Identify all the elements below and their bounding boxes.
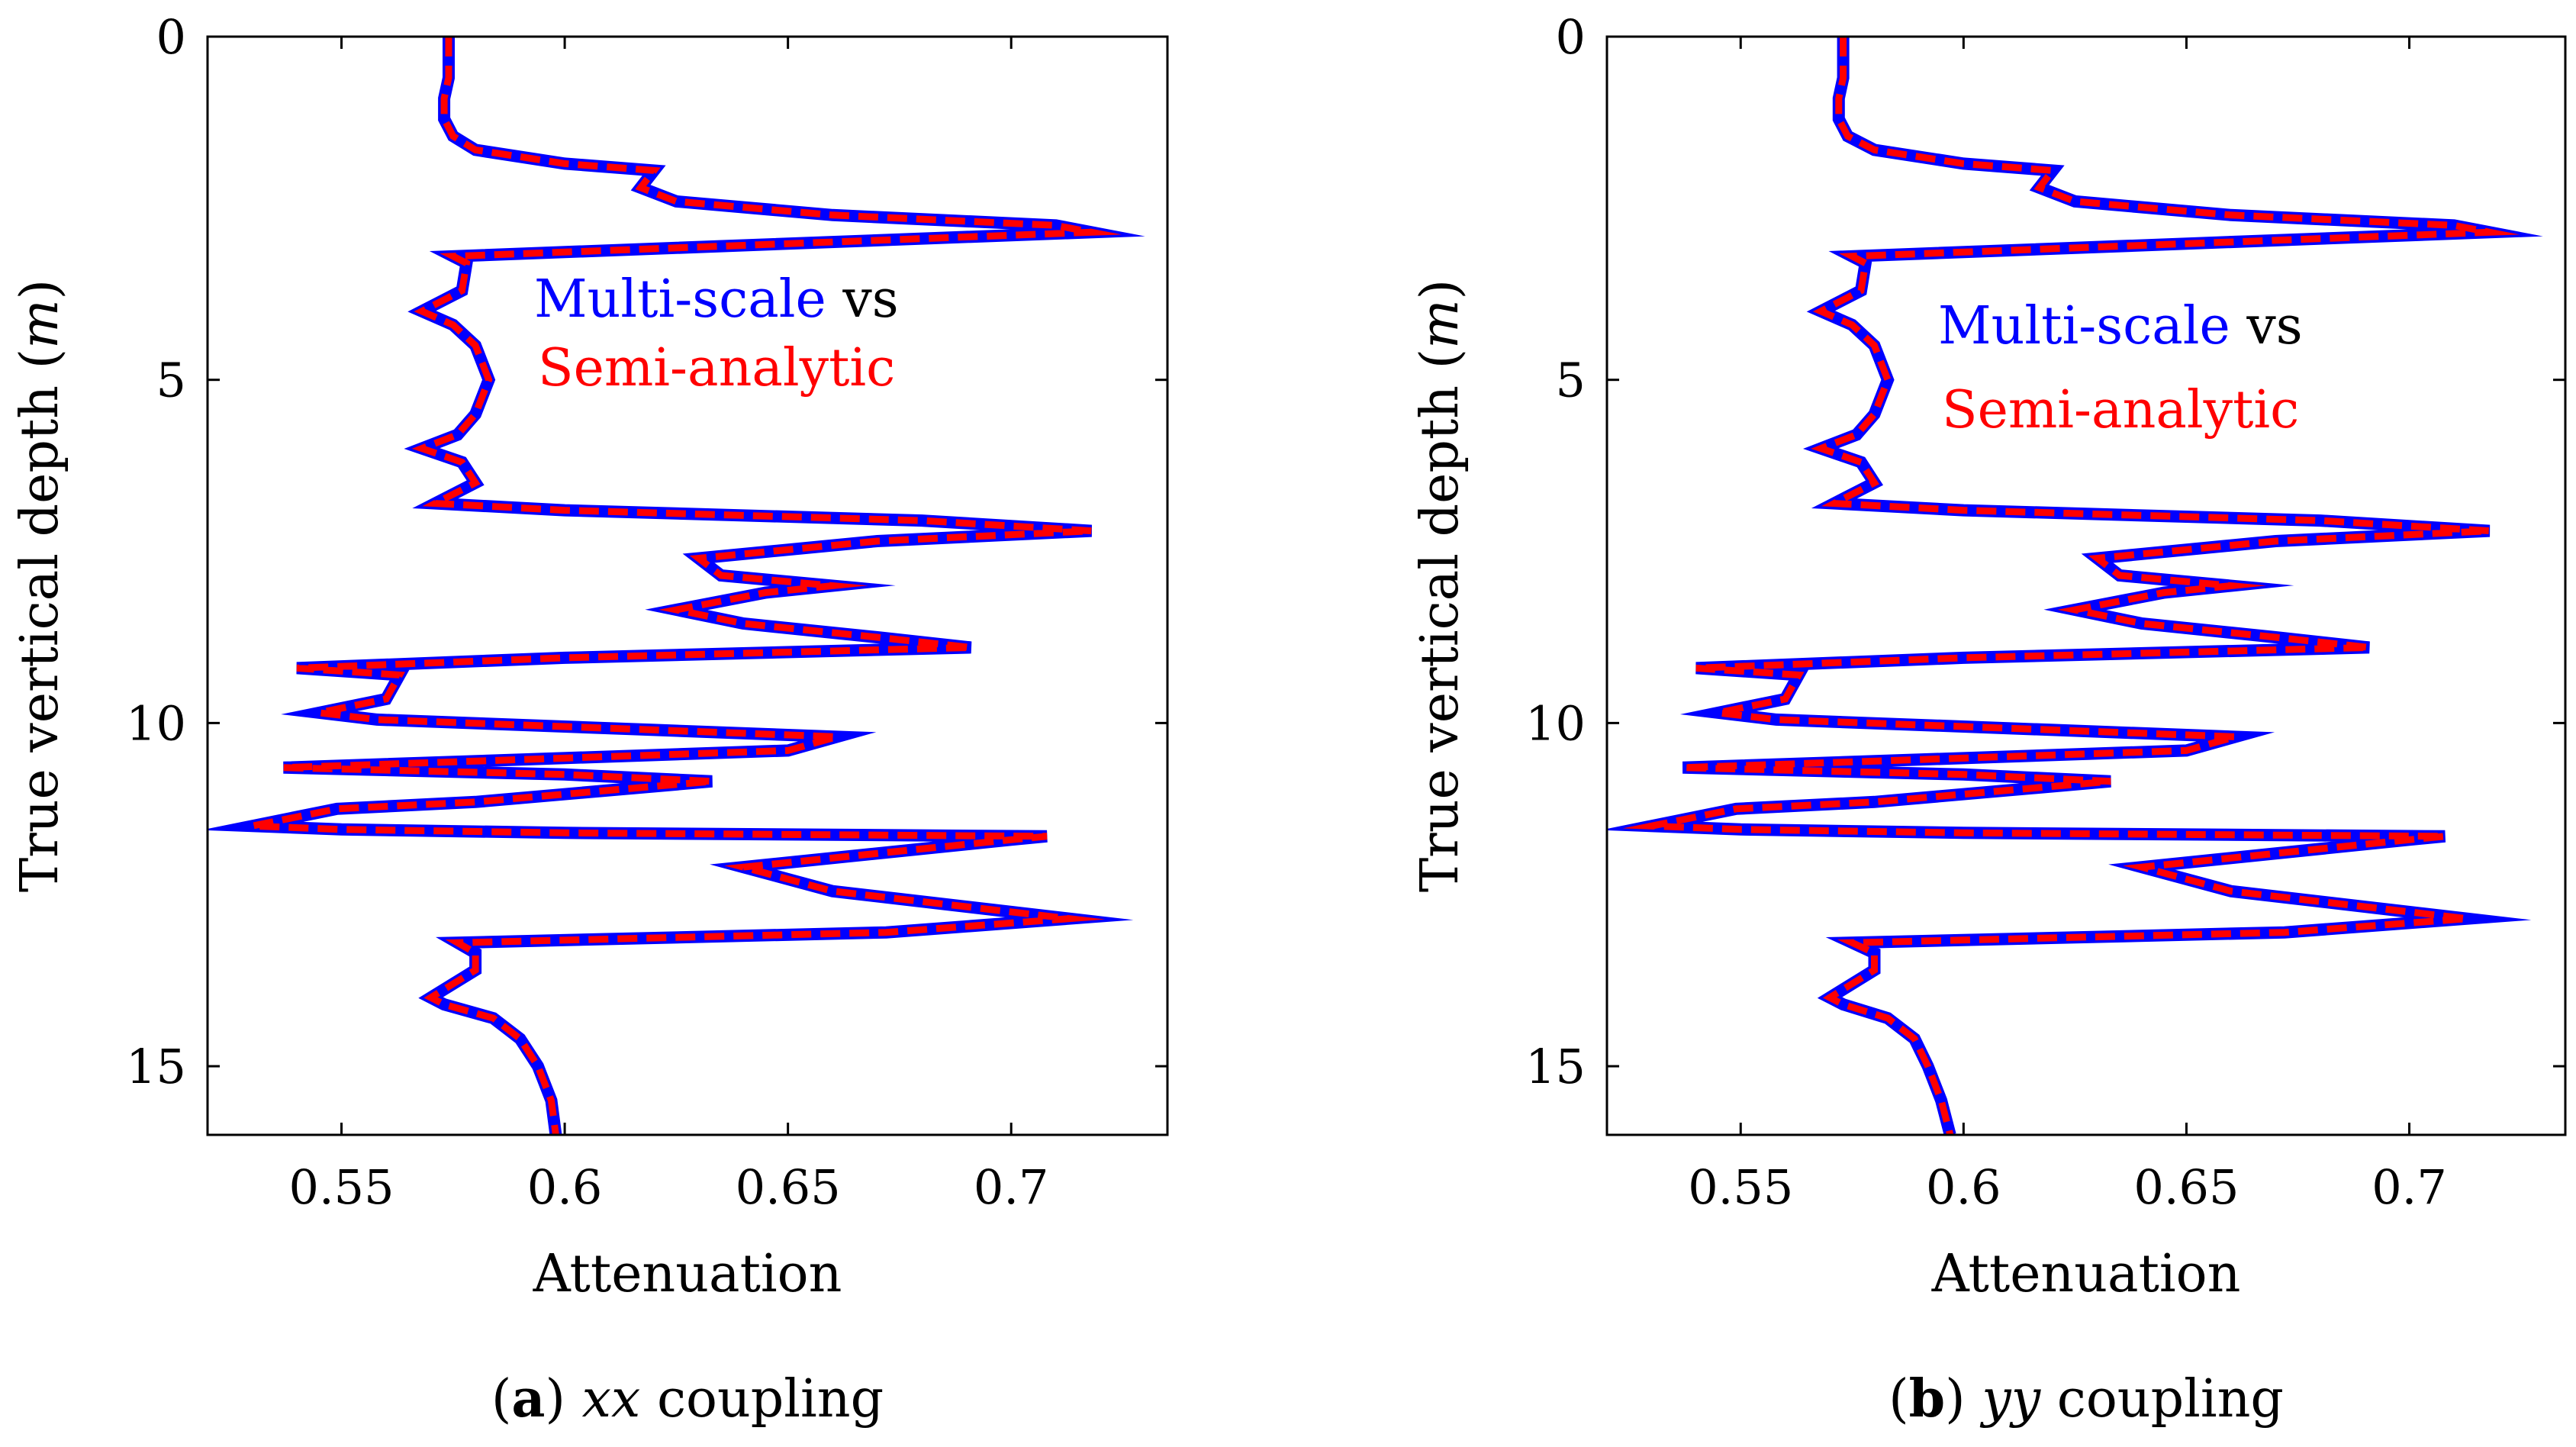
y-axis-label-close: ) [10,279,70,300]
series-line-semi-analytic [1622,37,2520,1135]
caption-letter: b [1909,1368,1946,1429]
y-tick-label: 10 [1525,695,1586,751]
x-tick-label: 0.55 [1688,1159,1793,1215]
subfigure-caption: (a) xx coupling [491,1368,884,1429]
legend-multi-scale: Multi-scale [534,269,826,330]
plot-frame [1605,35,2567,1136]
legend-vs: vs [2230,296,2303,356]
plot-frame [206,35,1169,1136]
legend-semi-analytic: Semi-analytic [538,338,895,398]
y-axis-unit: m [10,299,70,348]
x-axis-label: Attenuation [1931,1244,2241,1304]
series-line-semi-analytic [223,37,1122,1135]
caption-letter: a [511,1368,545,1429]
y-tick-label: 10 [126,695,186,751]
x-tick-label: 0.55 [289,1159,394,1215]
x-tick-label: 0.6 [1926,1159,2001,1215]
caption-coupling: yy [1979,1369,2041,1429]
y-axis-label-close: ) [1410,279,1470,300]
chart-panel-a: 0.55 0.6 0.65 0.7 0 5 10 15 Attenuation True vert… [10,9,1169,1429]
y-tick-label: 0 [156,9,186,65]
y-axis-label: True vertical depth (m) [1410,279,1470,892]
x-axis-label: Attenuation [533,1244,842,1304]
y-tick-label: 15 [126,1039,186,1094]
y-axis-label-text: True vertical depth ( [1410,349,1470,892]
y-axis-label: True vertical depth (m) [10,279,70,892]
y-tick-label: 0 [1556,9,1586,65]
y-tick-label: 5 [1556,353,1586,408]
x-tick-label: 0.65 [2133,1159,2239,1215]
x-tick-label: 0.6 [527,1159,603,1215]
chart-panel-b: 0.55 0.6 0.65 0.7 0 5 10 15 Attenuation True vert… [1410,9,2567,1429]
legend-semi-analytic: Semi-analytic [1942,380,2299,440]
y-axis-label-text: True vertical depth ( [10,349,70,892]
y-tick-label: 5 [156,353,186,408]
y-axis-unit: m [1410,299,1470,348]
y-tick-label: 15 [1525,1039,1586,1094]
legend-vs: vs [826,269,899,330]
subfigure-caption: (b) yy coupling [1889,1368,2284,1429]
x-tick-label: 0.65 [736,1159,841,1215]
x-tick-label: 0.7 [974,1159,1049,1215]
legend-line-1: Multi-scale vs [534,269,899,330]
caption-coupling: xx [582,1369,641,1429]
legend-line-1: Multi-scale vs [1938,296,2303,356]
legend-multi-scale: Multi-scale [1938,296,2230,356]
x-tick-label: 0.7 [2372,1159,2447,1215]
